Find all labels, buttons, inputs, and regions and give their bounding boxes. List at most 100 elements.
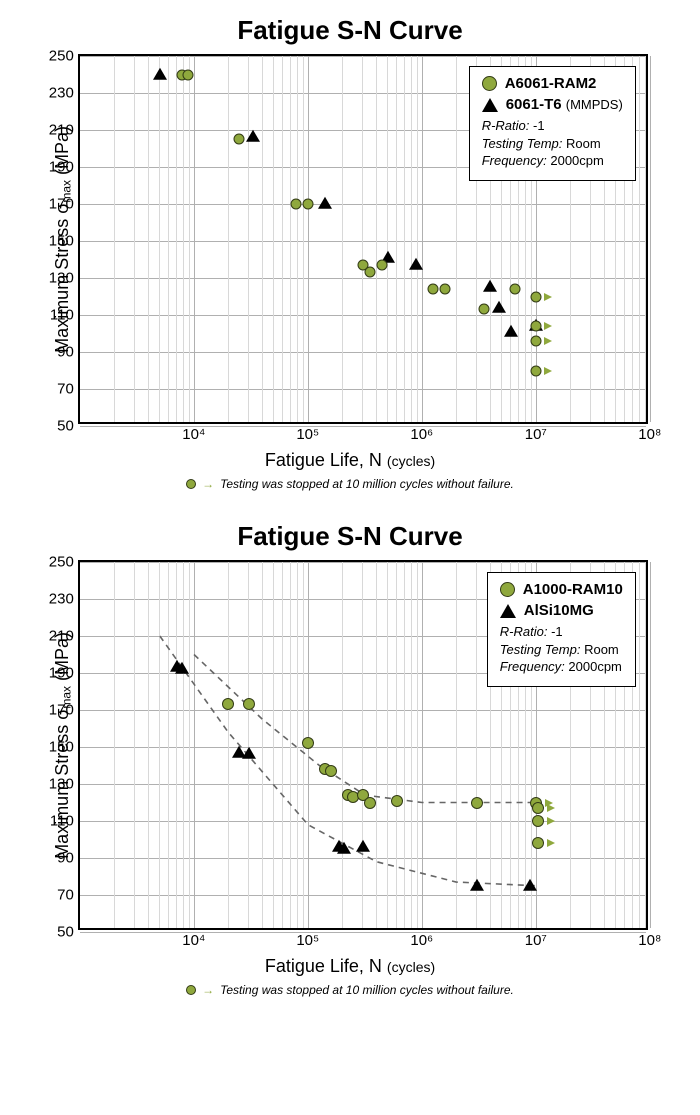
gridline-v bbox=[422, 56, 423, 422]
triangle-icon bbox=[500, 604, 516, 618]
gridline-v-minor bbox=[168, 56, 169, 422]
gridline-v-minor bbox=[248, 562, 249, 928]
gridline-v bbox=[422, 562, 423, 928]
gridline-v bbox=[194, 56, 195, 422]
legend-meta: R-Ratio: -1Testing Temp: RoomFrequency: … bbox=[500, 623, 623, 676]
data-point-triangle bbox=[175, 662, 189, 674]
page: Fatigue S-N Curve Maximum Stress σmax (M… bbox=[0, 0, 700, 1115]
legend: A1000-RAM10AlSi10MGR-Ratio: -1Testing Te… bbox=[487, 572, 636, 687]
chart-1-frame: Maximum Stress σmax (MPa) 50709011013015… bbox=[52, 54, 648, 424]
chart-2-plot-area: 50709011013015017019021023025010⁴10⁵10⁶1… bbox=[78, 560, 648, 930]
ytick-label: 170 bbox=[49, 196, 74, 213]
data-point-circle bbox=[530, 321, 541, 332]
chart-1-xlabel-text: Fatigue Life, N bbox=[265, 450, 382, 470]
gridline-v-minor bbox=[297, 56, 298, 422]
ytick-label: 110 bbox=[50, 307, 74, 324]
gridline-v-minor bbox=[290, 56, 291, 422]
data-point-triangle bbox=[483, 280, 497, 292]
data-point-triangle bbox=[337, 842, 351, 854]
xtick-label: 10⁴ bbox=[182, 932, 205, 949]
data-point-circle bbox=[428, 284, 439, 295]
chart-2: Fatigue S-N Curve Maximum Stress σmax (M… bbox=[20, 521, 680, 997]
gridline-v-minor bbox=[176, 56, 177, 422]
gridline-v-minor bbox=[262, 56, 263, 422]
runout-arrow-icon bbox=[547, 839, 555, 847]
gridline-v-minor bbox=[362, 562, 363, 928]
gridline-v-minor bbox=[645, 562, 646, 928]
data-point-circle bbox=[532, 815, 544, 827]
chart-1-footnote: → Testing was stopped at 10 million cycl… bbox=[186, 477, 514, 491]
data-point-triangle bbox=[492, 300, 506, 312]
gridline-v-minor bbox=[228, 56, 229, 422]
data-point-circle bbox=[325, 765, 337, 777]
ytick-label: 130 bbox=[49, 270, 74, 287]
legend-series-1-label: A6061-RAM2 bbox=[505, 75, 597, 92]
data-point-triangle bbox=[470, 879, 484, 891]
legend-series-2-label: AlSi10MG bbox=[524, 602, 594, 619]
ytick-label: 250 bbox=[49, 48, 74, 65]
ytick-label: 150 bbox=[49, 739, 74, 756]
ytick-label: 50 bbox=[57, 418, 74, 435]
chart-1-xlabel: Fatigue Life, N (cycles) bbox=[265, 450, 435, 471]
gridline-v-minor bbox=[456, 562, 457, 928]
gridline-v-minor bbox=[282, 562, 283, 928]
gridline-v-minor bbox=[342, 562, 343, 928]
gridline-v-minor bbox=[387, 562, 388, 928]
chart-1-title: Fatigue S-N Curve bbox=[237, 15, 462, 46]
data-point-circle bbox=[222, 698, 234, 710]
runout-icon bbox=[186, 985, 196, 995]
xtick-label: 10⁷ bbox=[525, 932, 547, 949]
gridline-v-minor bbox=[183, 56, 184, 422]
gridline-v-minor bbox=[639, 562, 640, 928]
xtick-label: 10⁶ bbox=[410, 932, 433, 949]
ytick-label: 190 bbox=[49, 159, 74, 176]
ytick-label: 210 bbox=[49, 122, 74, 139]
chart-1-plot-area: 50709011013015017019021023025010⁴10⁵10⁶1… bbox=[78, 54, 648, 424]
chart-2-xlabel-text: Fatigue Life, N bbox=[265, 956, 382, 976]
chart-2-footnote-text: Testing was stopped at 10 million cycles… bbox=[220, 983, 514, 997]
chart-2-title: Fatigue S-N Curve bbox=[237, 521, 462, 552]
data-point-triangle bbox=[409, 258, 423, 270]
gridline-v-minor bbox=[262, 562, 263, 928]
runout-arrow-icon bbox=[544, 293, 552, 301]
runout-icon bbox=[186, 479, 196, 489]
gridline-v-minor bbox=[645, 56, 646, 422]
gridline-v-minor bbox=[417, 562, 418, 928]
gridline-v-minor bbox=[176, 562, 177, 928]
gridline-v-minor bbox=[404, 56, 405, 422]
gridline-h bbox=[80, 932, 646, 933]
legend-series-2-label: 6061-T6 (MMPDS) bbox=[506, 96, 623, 113]
xtick-label: 10⁴ bbox=[182, 426, 205, 443]
data-point-circle bbox=[530, 365, 541, 376]
gridline-v-minor bbox=[148, 56, 149, 422]
ytick-label: 170 bbox=[49, 702, 74, 719]
gridline-v-minor bbox=[114, 562, 115, 928]
data-point-circle bbox=[243, 698, 255, 710]
gridline-v bbox=[650, 562, 651, 928]
data-point-triangle bbox=[318, 197, 332, 209]
gridline-v bbox=[650, 56, 651, 422]
gridline-v-minor bbox=[396, 56, 397, 422]
ytick-label: 230 bbox=[49, 85, 74, 102]
data-point-triangle bbox=[356, 840, 370, 852]
gridline-v-minor bbox=[376, 56, 377, 422]
ytick-label: 90 bbox=[57, 850, 74, 867]
chart-2-frame: Maximum Stress σmax (MPa) 50709011013015… bbox=[52, 560, 648, 930]
data-point-circle bbox=[530, 291, 541, 302]
legend: A6061-RAM26061-T6 (MMPDS)R-Ratio: -1Test… bbox=[469, 66, 636, 181]
legend-series-2: 6061-T6 (MMPDS) bbox=[482, 96, 623, 113]
ytick-label: 230 bbox=[49, 591, 74, 608]
data-point-triangle bbox=[504, 324, 518, 336]
gridline-v bbox=[194, 562, 195, 928]
gridline-v-minor bbox=[282, 56, 283, 422]
xtick-label: 10⁶ bbox=[410, 426, 433, 443]
gridline-v-minor bbox=[342, 56, 343, 422]
gridline-v-minor bbox=[297, 562, 298, 928]
data-point-circle bbox=[365, 267, 376, 278]
data-point-circle bbox=[471, 797, 483, 809]
chart-1: Fatigue S-N Curve Maximum Stress σmax (M… bbox=[20, 15, 680, 491]
runout-arrow-icon bbox=[547, 804, 555, 812]
chart-1-footnote-text: Testing was stopped at 10 million cycles… bbox=[220, 477, 514, 491]
chart-2-xlabel: Fatigue Life, N (cycles) bbox=[265, 956, 435, 977]
data-point-circle bbox=[479, 304, 490, 315]
